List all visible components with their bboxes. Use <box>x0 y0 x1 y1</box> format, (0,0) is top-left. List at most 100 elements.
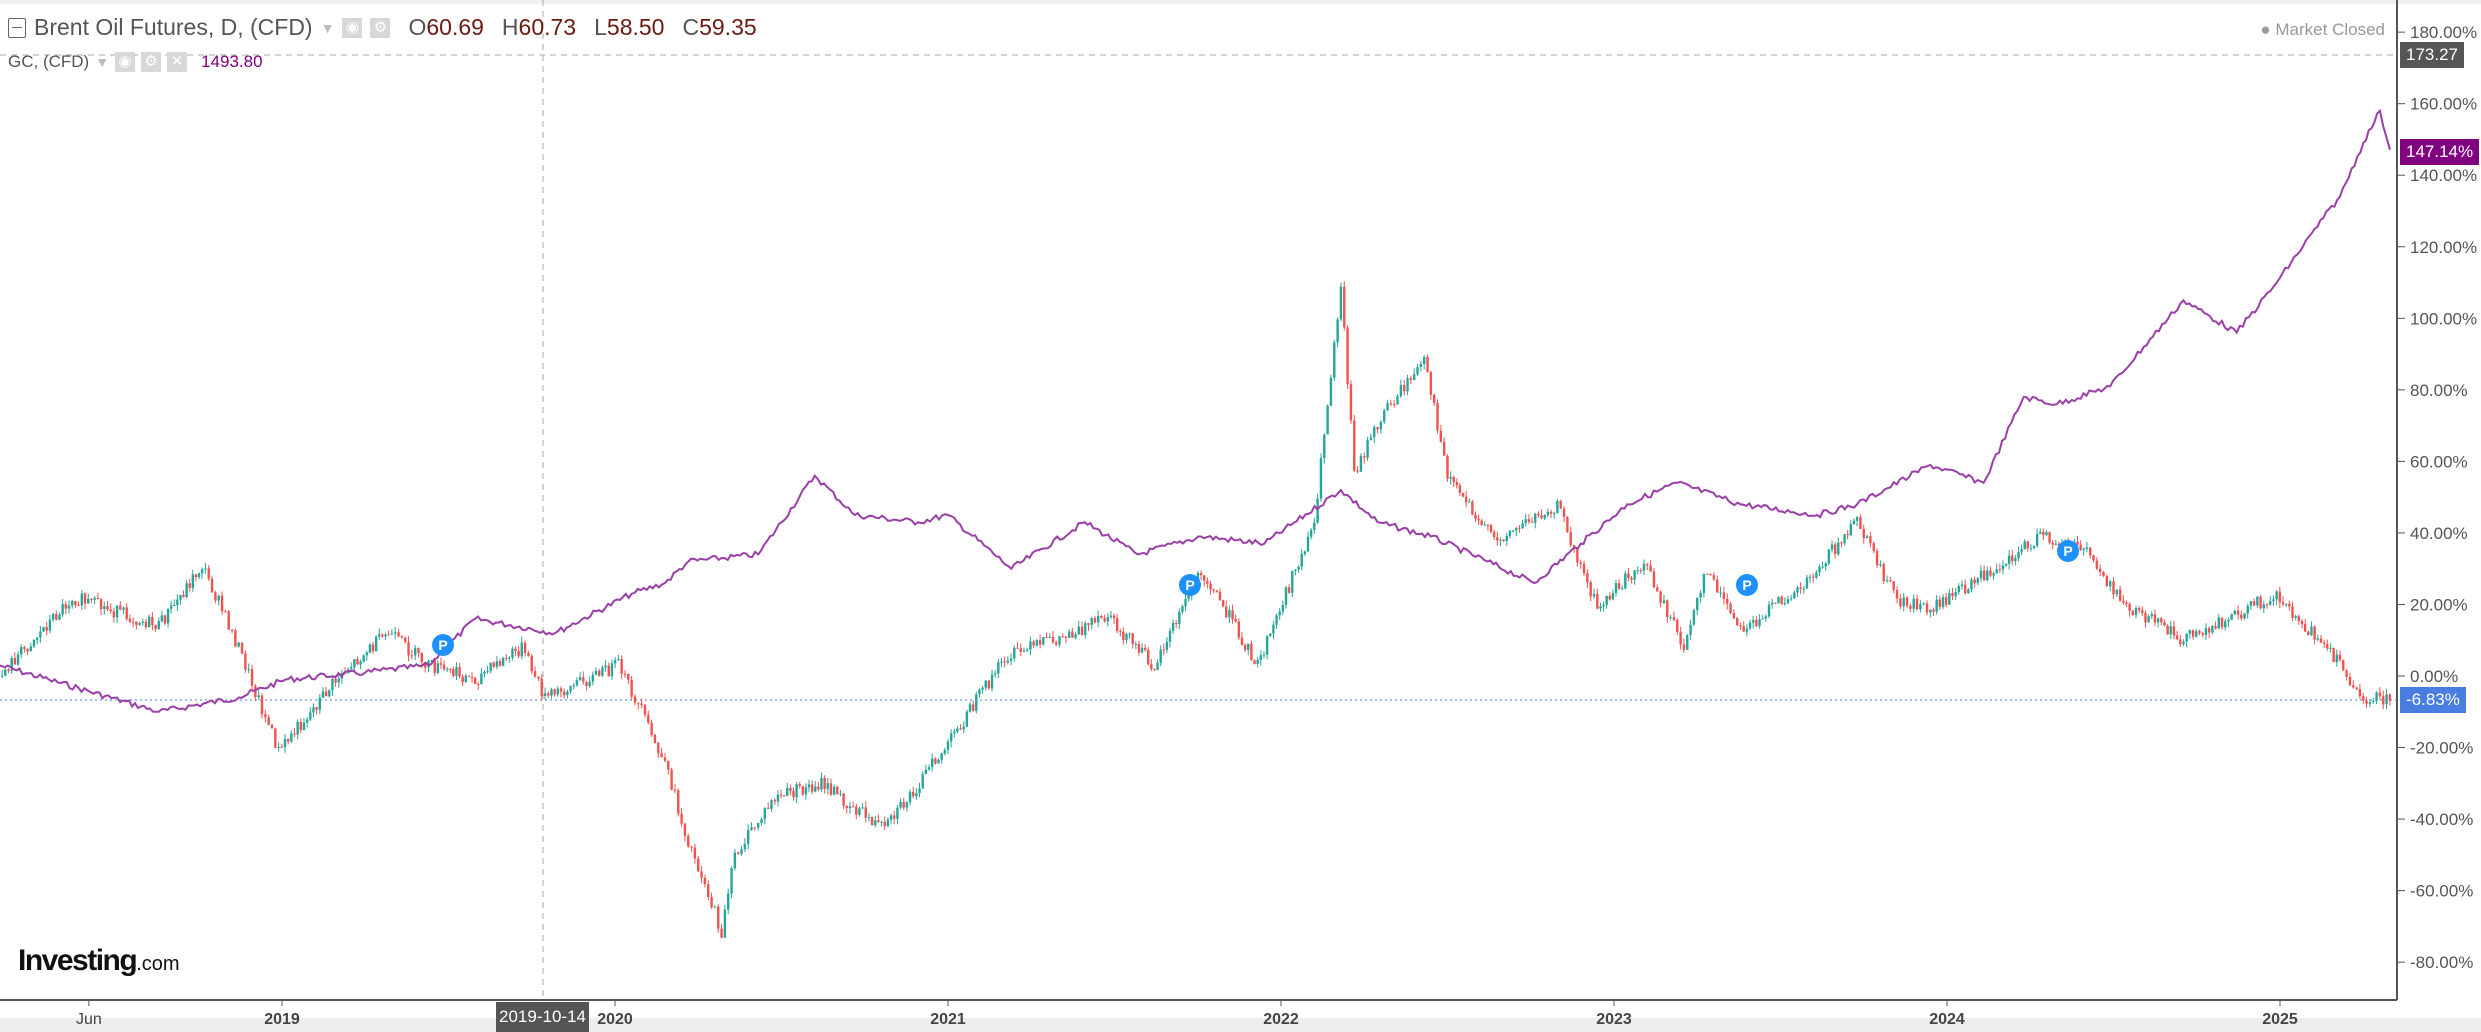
gear-icon[interactable]: ⚙ <box>370 17 391 38</box>
candle-body <box>166 608 170 624</box>
candle-body <box>1672 616 1676 620</box>
candle-body <box>756 823 760 828</box>
candle-body <box>1862 528 1865 538</box>
candle-body <box>270 724 274 729</box>
candle-body <box>1865 536 1869 538</box>
y-axis[interactable]: 180.00% 160.00% 140.00% 120.00% 100.00% 80.00… <box>2397 23 2477 972</box>
candle-body <box>337 678 340 683</box>
candle-body <box>2207 628 2211 633</box>
candle-body <box>1084 623 1087 636</box>
candle-body <box>1080 626 1084 636</box>
candle-body <box>1468 501 1471 503</box>
candle-body <box>138 622 141 625</box>
candle-body <box>687 835 690 847</box>
x-tick-label: 2025 <box>2262 1011 2298 1028</box>
visibility-icon[interactable]: ◉ <box>342 17 363 38</box>
candle-body <box>566 691 569 696</box>
main-legend: Brent Oil Futures, D, (CFD) ▼ ◉ ⚙ O 60.69… <box>8 14 757 41</box>
candle-body <box>2240 614 2243 619</box>
y-tick-label: 0.00% <box>2410 667 2458 686</box>
candle-body <box>1925 603 1929 613</box>
candle-body <box>660 753 663 758</box>
candle-body <box>1827 549 1831 564</box>
candle-body <box>2246 605 2249 614</box>
y-tick-label: -20.00% <box>2410 739 2473 758</box>
x-tick-label: 2020 <box>597 1011 633 1028</box>
candle-body <box>723 909 727 938</box>
event-marker[interactable]: P <box>1179 574 1201 596</box>
candle-body <box>240 642 244 654</box>
candle-body <box>2095 560 2099 569</box>
candle-body <box>657 743 660 754</box>
candle-body <box>1499 539 1502 541</box>
candle-body <box>1780 596 1783 605</box>
candle-body <box>2368 701 2372 704</box>
chevron-down-icon[interactable]: ▼ <box>320 19 335 36</box>
candle-body <box>194 574 198 578</box>
candle-body <box>1682 644 1686 650</box>
candle-body <box>1306 536 1310 552</box>
candle-body <box>470 676 474 678</box>
candle-body <box>1074 634 1077 638</box>
candle-body <box>2288 603 2291 607</box>
x-axis[interactable]: Jun 2019 2020 2021 2022 2023 2024 2025 <box>76 1000 2298 1028</box>
candle-body <box>981 687 984 690</box>
candle-body <box>2211 626 2214 633</box>
candle-body <box>1199 572 1203 576</box>
candle-body <box>643 705 647 715</box>
candle-body <box>848 806 852 809</box>
candle-body <box>1719 592 1722 594</box>
candle-body <box>410 655 414 657</box>
candle-body <box>829 783 833 795</box>
visibility-icon[interactable]: ◉ <box>115 52 136 72</box>
candle-body <box>1458 485 1462 493</box>
candle-body <box>32 639 36 647</box>
candle-body <box>1275 615 1278 625</box>
candle-body <box>2105 575 2109 587</box>
candle-body <box>893 815 896 819</box>
candle-body <box>1960 584 1964 587</box>
candle-body <box>1326 405 1329 435</box>
candle-body <box>591 674 595 682</box>
candle-body <box>663 757 667 761</box>
candle-body <box>1064 636 1068 638</box>
candle-body <box>1596 593 1599 609</box>
candle-body <box>870 816 874 826</box>
event-marker[interactable]: P <box>1736 574 1758 596</box>
candle-body <box>1912 598 1915 609</box>
candle-body <box>1716 579 1719 593</box>
candle-body <box>2020 549 2023 553</box>
candle-body <box>508 657 511 659</box>
candle-body <box>2144 612 2147 623</box>
candle-body <box>430 660 433 662</box>
candle-body <box>227 611 230 630</box>
series-title[interactable]: Brent Oil Futures, D, (CFD) <box>34 14 313 40</box>
chevron-down-icon[interactable]: ▼ <box>95 54 110 70</box>
event-marker[interactable]: P <box>432 634 454 656</box>
candle-body <box>324 691 328 697</box>
candle-body <box>1319 457 1323 499</box>
candle-body <box>918 788 921 794</box>
candle-body <box>1446 455 1449 479</box>
candle-body <box>1492 531 1496 538</box>
candle-body <box>1029 641 1032 650</box>
candle-body <box>274 728 277 748</box>
candle-body <box>498 661 502 666</box>
gear-icon[interactable]: ⚙ <box>141 52 162 72</box>
candle-body <box>2259 596 2262 609</box>
candle-body <box>1243 645 1247 650</box>
candle-body <box>1793 592 1796 599</box>
candle-body <box>839 793 842 795</box>
candle-body <box>1303 551 1307 555</box>
collapse-icon[interactable] <box>8 17 26 38</box>
candle-body <box>356 659 359 665</box>
secondary-series-title[interactable]: GC, (CFD) <box>8 52 90 71</box>
event-marker[interactable]: P <box>2057 540 2079 562</box>
close-icon[interactable]: ✕ <box>167 52 188 72</box>
candle-body <box>489 662 492 672</box>
candle-body <box>1013 647 1016 659</box>
candle-body <box>1608 595 1611 600</box>
candle-body <box>937 759 940 764</box>
candle-body <box>1071 631 1074 638</box>
